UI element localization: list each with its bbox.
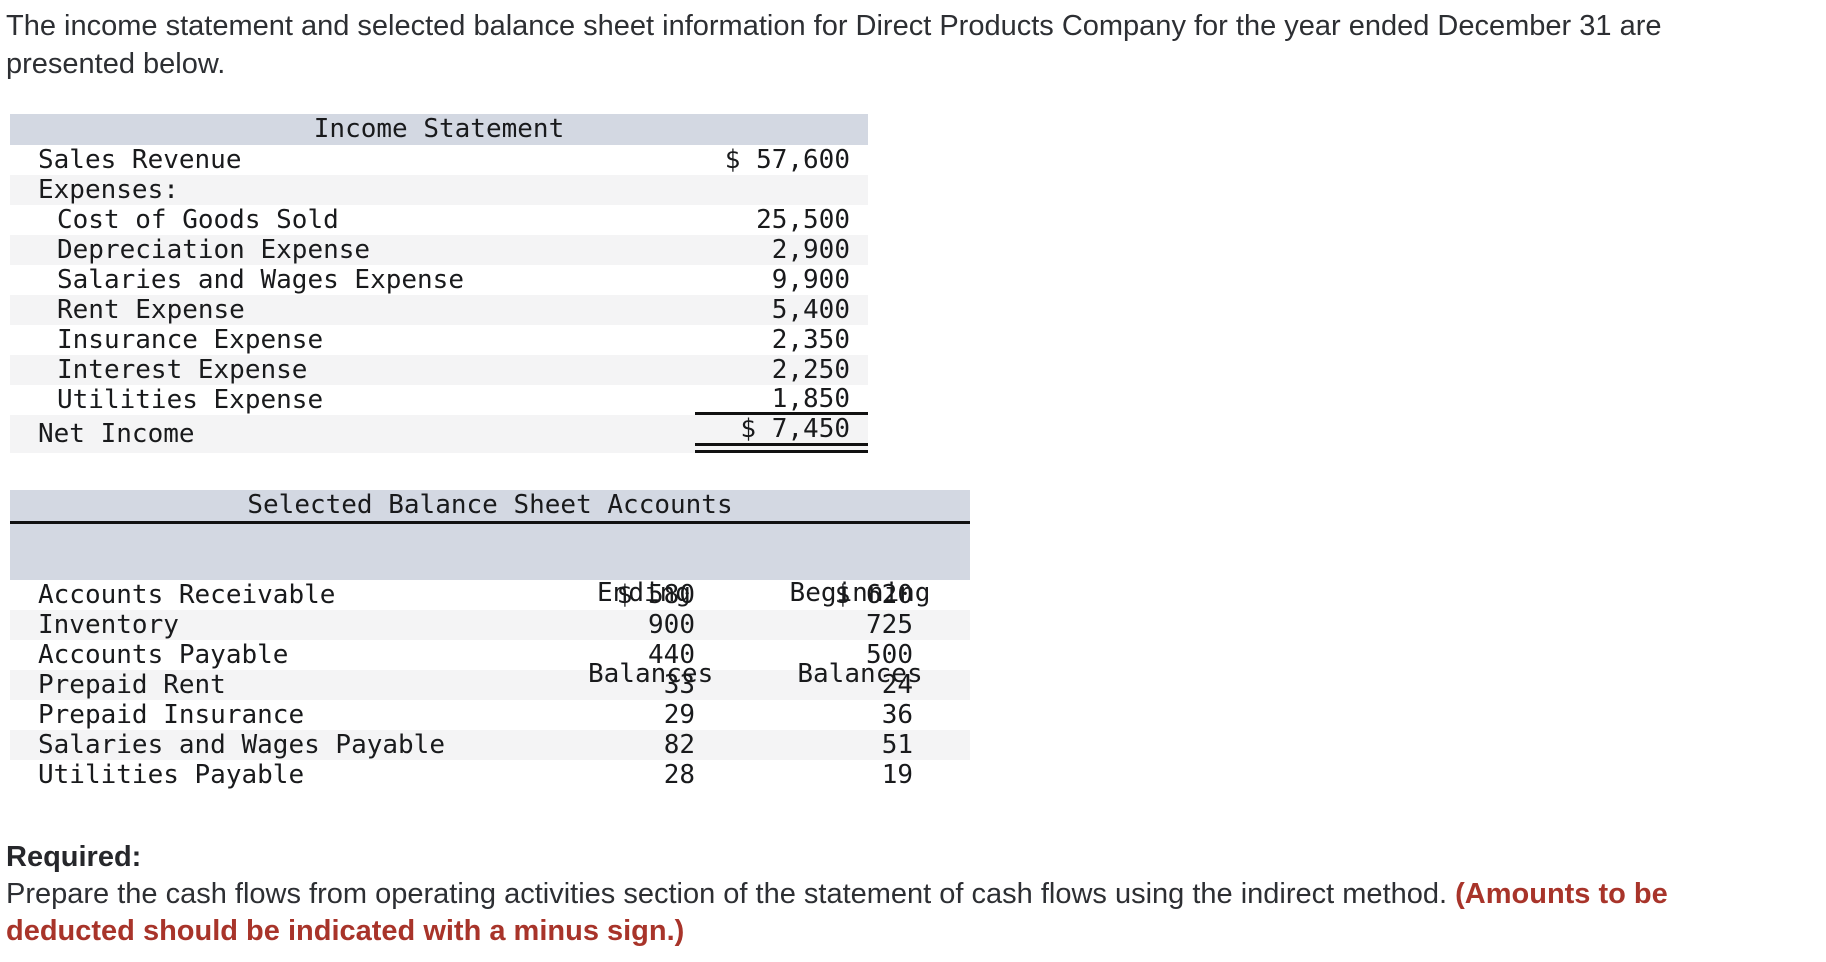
- problem-intro: The income statement and selected balanc…: [0, 0, 1826, 83]
- balance-row-label: Prepaid Insurance: [38, 700, 305, 730]
- balance-row-beginning: 500: [866, 640, 913, 670]
- income-row-amount: 2,250: [771, 355, 850, 385]
- income-row-label: Insurance Expense: [57, 325, 324, 355]
- income-row: Salaries and Wages Expense 9,900: [10, 265, 868, 295]
- income-row-amount: $ 57,600: [724, 145, 850, 175]
- balance-row-ending: 29: [663, 700, 695, 730]
- income-row-amount: 25,500: [756, 205, 850, 235]
- balance-sheet-title: Selected Balance Sheet Accounts: [10, 490, 970, 524]
- required-section: Required: Prepare the cash flows from op…: [0, 839, 1826, 950]
- income-row-label: Expenses:: [38, 175, 179, 205]
- income-row: Depreciation Expense 2,900: [10, 235, 868, 265]
- balance-row-ending: 28: [663, 760, 695, 790]
- balance-row-label: Utilities Payable: [38, 760, 305, 790]
- balance-row-label: Salaries and Wages Payable: [38, 730, 445, 760]
- required-instruction-text: Prepare the cash flows from operating ac…: [6, 878, 1456, 910]
- balance-row-ending: 440: [648, 640, 695, 670]
- column-header-beginning-balances: Beginning Balances: [789, 578, 931, 689]
- income-row-label: Utilities Expense: [57, 385, 324, 415]
- balance-row-ending: 900: [648, 610, 695, 640]
- balance-row-beginning: 19: [881, 760, 913, 790]
- balance-sheet-column-headers: Ending Balances Beginning Balances: [10, 524, 970, 689]
- income-row-amount-subtotal-rule: 1,850: [695, 384, 868, 415]
- required-instructions-continued: deducted should be indicated with a minu…: [6, 913, 1826, 950]
- income-row-amount: 2,900: [771, 235, 850, 265]
- income-row-label: Depreciation Expense: [57, 235, 371, 265]
- income-row: Expenses:: [10, 175, 868, 205]
- balance-row: Inventory 900 725: [10, 610, 970, 640]
- balance-row-beginning: 725: [866, 610, 913, 640]
- required-instruction-note: deducted should be indicated with a minu…: [6, 915, 685, 947]
- income-row-amount: [695, 175, 868, 205]
- balance-row: Accounts Payable 440 500: [10, 640, 970, 670]
- income-row: Insurance Expense 2,350: [10, 325, 868, 355]
- balance-row: Prepaid Rent 33 24: [10, 670, 970, 700]
- intro-line-1: The income statement and selected balanc…: [6, 10, 1662, 42]
- balance-row: Accounts Receivable $ 580 $ 620: [10, 580, 970, 610]
- balance-row-beginning: 51: [881, 730, 913, 760]
- balance-row-ending: 82: [663, 730, 695, 760]
- income-statement-table: Income Statement Sales Revenue $ 57,600 …: [10, 114, 868, 453]
- income-row: Sales Revenue $ 57,600: [10, 145, 868, 175]
- income-row-label: Rent Expense: [57, 295, 245, 325]
- required-heading: Required:: [6, 841, 142, 873]
- balance-row-label: Accounts Receivable: [38, 580, 336, 610]
- income-row-net-income: Net Income $ 7,450: [10, 414, 868, 453]
- balance-row: Prepaid Insurance 29 36: [10, 700, 970, 730]
- intro-line-2: presented below.: [6, 48, 226, 80]
- balance-row-beginning: 36: [881, 700, 913, 730]
- income-row-label: Interest Expense: [57, 355, 308, 385]
- income-row-label: Net Income: [38, 419, 195, 449]
- balance-row: Salaries and Wages Payable 82 51: [10, 730, 970, 760]
- balance-row-label: Inventory: [38, 610, 179, 640]
- income-row-label: Sales Revenue: [38, 145, 242, 175]
- income-statement-title: Income Statement: [10, 114, 868, 145]
- balance-sheet-table: Selected Balance Sheet Accounts Ending B…: [10, 490, 970, 790]
- income-row: Cost of Goods Sold 25,500: [10, 205, 868, 235]
- balance-row-beginning: 24: [881, 670, 913, 700]
- income-row-amount-total-rule: $ 7,450: [695, 414, 868, 453]
- required-instruction-note: (Amounts to be: [1455, 878, 1668, 910]
- income-row-amount: 2,350: [771, 325, 850, 355]
- income-row-label: Salaries and Wages Expense: [57, 265, 464, 295]
- balance-row-beginning: $ 620: [834, 580, 913, 610]
- income-row: Rent Expense 5,400: [10, 295, 868, 325]
- income-row: Utilities Expense 1,850: [10, 384, 868, 415]
- income-row-label: Cost of Goods Sold: [57, 205, 339, 235]
- income-row: Interest Expense 2,250: [10, 355, 868, 385]
- balance-row: Utilities Payable 28 19: [10, 760, 970, 790]
- balance-row-label: Accounts Payable: [38, 640, 289, 670]
- column-header-spacer: [10, 524, 530, 580]
- required-instructions: Prepare the cash flows from operating ac…: [6, 876, 1826, 913]
- column-header-ending-balances: Ending Balances: [588, 578, 714, 689]
- balance-row-label: Prepaid Rent: [38, 670, 226, 700]
- balance-row-ending: $ 580: [616, 580, 695, 610]
- balance-row-ending: 33: [663, 670, 695, 700]
- income-row-amount: 9,900: [771, 265, 850, 295]
- income-row-amount: 5,400: [771, 295, 850, 325]
